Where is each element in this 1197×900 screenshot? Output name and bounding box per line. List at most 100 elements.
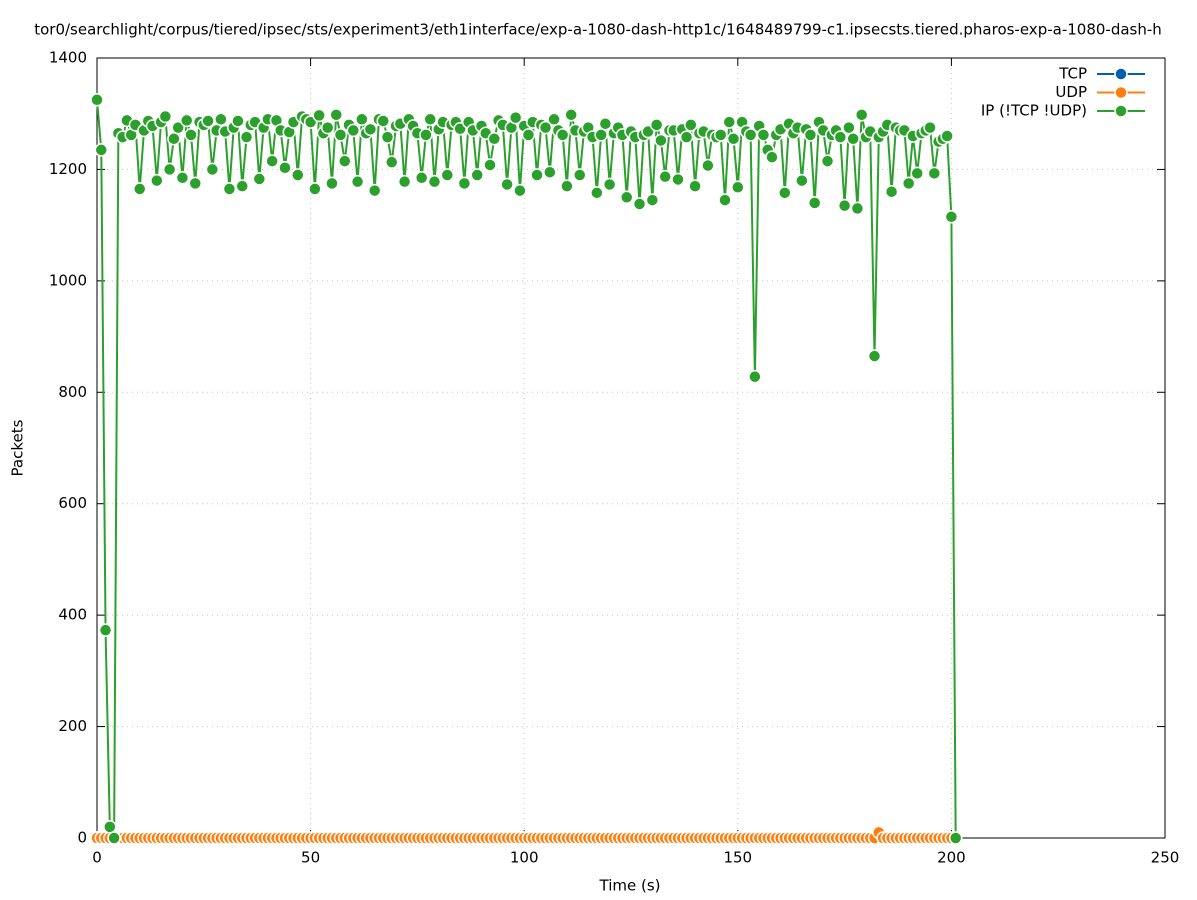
x-tick-label: 50 <box>301 849 320 867</box>
point <box>205 162 220 177</box>
point <box>90 93 104 107</box>
point <box>338 154 352 168</box>
point <box>807 196 822 210</box>
point <box>308 182 322 196</box>
point <box>602 177 617 192</box>
point <box>701 158 715 173</box>
point <box>619 190 634 205</box>
point <box>944 210 959 224</box>
point <box>688 179 702 193</box>
y-tick-label: 400 <box>58 606 87 624</box>
point <box>803 128 818 142</box>
point <box>385 155 399 169</box>
legend-marker <box>1114 85 1128 100</box>
y-tick-label: 800 <box>58 383 87 401</box>
point <box>543 165 557 179</box>
point <box>184 128 198 142</box>
y-tick-label: 0 <box>77 829 87 847</box>
point <box>513 183 527 198</box>
y-axis-label: Packets <box>9 419 27 476</box>
point <box>726 132 741 146</box>
legend-label: IP (!TCP !UDP) <box>981 102 1087 120</box>
point <box>162 162 177 177</box>
point <box>201 114 215 128</box>
point <box>538 120 553 135</box>
point <box>765 150 779 164</box>
point <box>427 174 442 189</box>
point <box>171 120 185 135</box>
point <box>423 112 437 127</box>
legend-marker <box>1114 104 1128 118</box>
x-tick-label: 200 <box>937 849 966 867</box>
point <box>756 128 771 142</box>
point <box>722 115 737 129</box>
point <box>107 831 121 845</box>
point <box>948 831 963 845</box>
point <box>265 154 279 168</box>
point <box>654 133 668 148</box>
point <box>239 130 254 144</box>
point <box>94 143 109 157</box>
point <box>598 116 613 131</box>
point <box>333 128 348 142</box>
point <box>731 180 745 195</box>
legend-label: TCP <box>1058 65 1087 83</box>
point <box>713 128 728 142</box>
point <box>564 108 578 122</box>
x-tick-label: 150 <box>723 849 752 867</box>
point <box>380 130 395 144</box>
legend-label: UDP <box>1055 83 1087 101</box>
point <box>795 173 809 188</box>
point <box>214 112 228 127</box>
series-line <box>96 99 957 839</box>
point <box>179 113 194 128</box>
point <box>132 182 147 196</box>
y-tick-label: 200 <box>58 717 87 735</box>
point <box>867 349 882 363</box>
point <box>397 174 412 189</box>
point <box>530 168 544 182</box>
point <box>350 174 365 189</box>
x-axis-label: Time (s) <box>599 877 661 895</box>
x-tick-label: 0 <box>92 849 102 867</box>
point <box>649 118 664 132</box>
point <box>188 176 203 191</box>
point <box>414 171 429 185</box>
point <box>884 184 899 199</box>
point <box>684 118 698 132</box>
point <box>560 179 574 193</box>
point <box>500 177 514 192</box>
y-tick-label: 1400 <box>49 49 87 67</box>
point <box>150 173 164 188</box>
point <box>923 120 937 135</box>
point <box>555 128 570 142</box>
point <box>231 114 245 128</box>
chart-title: tor0/searchlight/corpus/tiered/ipsec/sts… <box>34 21 1162 39</box>
x-tick-label: 100 <box>510 849 539 867</box>
y-tick-label: 1200 <box>49 160 87 178</box>
point <box>820 154 835 168</box>
point <box>222 182 237 196</box>
legend-marker <box>1114 67 1128 81</box>
point <box>846 132 860 146</box>
point <box>658 169 672 184</box>
point <box>291 168 305 182</box>
point <box>312 108 326 123</box>
y-tick-label: 1000 <box>49 271 87 289</box>
point <box>854 108 869 122</box>
point <box>748 369 762 384</box>
point <box>671 172 685 187</box>
point <box>235 179 249 193</box>
point <box>487 132 502 146</box>
point <box>376 114 390 128</box>
point <box>837 198 852 213</box>
point <box>320 120 335 135</box>
point <box>940 129 954 143</box>
point <box>508 110 523 125</box>
point <box>252 172 267 186</box>
point <box>590 186 604 200</box>
point <box>325 176 339 191</box>
point <box>440 168 455 182</box>
point <box>521 128 536 142</box>
